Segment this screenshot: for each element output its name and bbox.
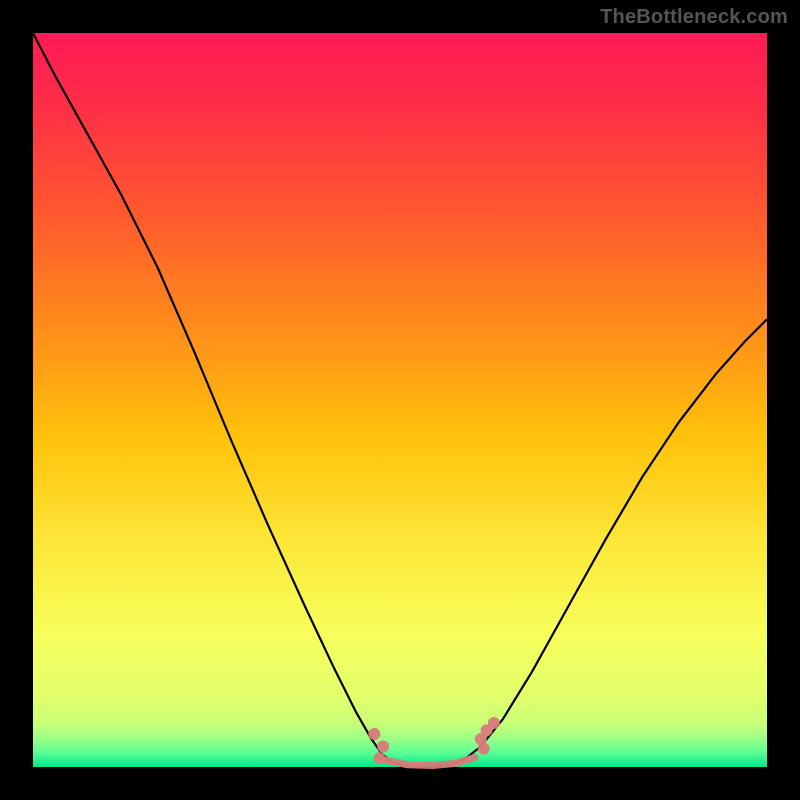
highlight-dot <box>373 752 385 764</box>
highlight-dot <box>368 728 380 740</box>
chart-container: TheBottleneck.com <box>0 0 800 800</box>
gradient-background <box>33 33 767 767</box>
highlight-dot <box>478 743 490 755</box>
highlight-dot <box>377 740 389 752</box>
highlight-dot <box>488 717 500 729</box>
bottleneck-curve-chart <box>0 0 800 800</box>
